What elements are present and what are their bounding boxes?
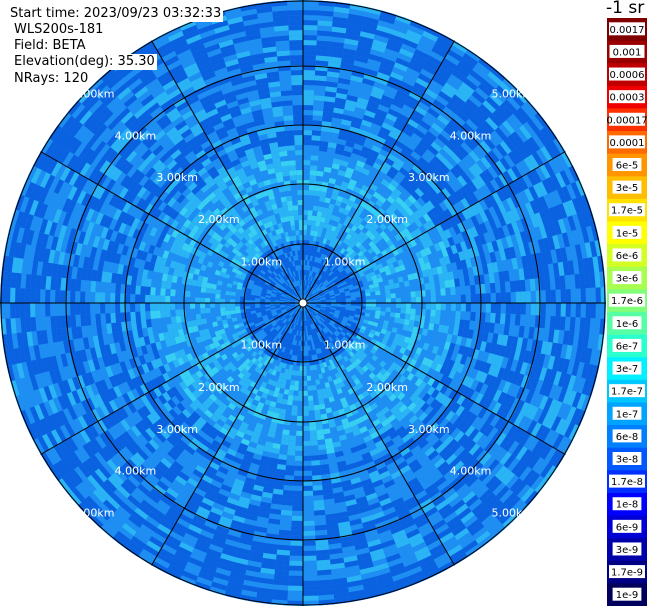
range-ring-label: 1.00km (324, 339, 366, 352)
range-ring-labels: 1.00km 1.00km 1.00km 1.00km 2.00km 2.00km 2.00… (73, 88, 533, 520)
colorbar-label-bg (609, 44, 645, 58)
colorbar-label-bg (609, 384, 645, 398)
colorbar-label-bg (612, 180, 642, 194)
colorbar: 0.0017 0.001 0.0006 0.0003 0.00017 0.0001 6e-5… (607, 18, 647, 606)
colorbar-tick-label: 6e-8 (616, 432, 639, 443)
colorbar-label-bg (609, 67, 645, 81)
field-label: Field: BETA (12, 38, 88, 54)
colorbar-label-bg (609, 112, 645, 126)
colorbar-label-bg (612, 338, 642, 352)
range-ring-label: 2.00km (366, 213, 408, 226)
range-ring-label: 4.00km (115, 129, 157, 142)
range-ring-label: 5.00km (491, 506, 533, 519)
range-ring-label: 4.00km (450, 465, 492, 478)
azimuth-spoke (302, 302, 566, 455)
range-ring-label: 2.00km (198, 381, 240, 394)
range-ring-label: 5.00km (73, 506, 115, 519)
colorbar-tick-label: 1.7e-6 (611, 296, 643, 307)
colorbar-label-bg (609, 203, 645, 217)
start-time-label: Start time: 2023/09/23 03:32:33 (8, 6, 224, 22)
instrument-label: WLS200s-181 (12, 22, 106, 38)
azimuth-spoke (151, 40, 304, 304)
azimuth-spoke (40, 151, 304, 304)
colorbar-label-bg (609, 565, 645, 579)
ppi-scan-plot: 1.00km 1.00km 1.00km 1.00km 2.00km 2.00km 2.00… (0, 0, 606, 606)
colorbar-label-bg (612, 361, 642, 375)
colorbar-tick-label: 0.00017 (607, 115, 647, 126)
colorbar-tick-label: 1e-7 (616, 409, 639, 420)
colorbar-label-bg (612, 519, 642, 533)
colorbar-tick-label: 1e-8 (616, 500, 639, 511)
azimuth-spoke (40, 302, 304, 455)
colorbar-tick-label: 1.7e-8 (611, 477, 643, 488)
range-ring-label: 1.00km (324, 255, 366, 268)
colorbar-label-bg (612, 225, 642, 239)
colorbar-tick-label: 6e-7 (616, 341, 639, 352)
colorbar-label-bg (612, 406, 642, 420)
nrays-label: NRays: 120 (12, 71, 91, 87)
range-ring-label: 4.00km (450, 129, 492, 142)
azimuth-spoke (151, 302, 304, 566)
range-ring-label: 3.00km (156, 423, 198, 436)
range-ring-label: 1.00km (240, 255, 282, 268)
colorbar-tick-label: 3e-5 (616, 183, 639, 194)
colorbar-tick-label: 1e-5 (616, 228, 639, 239)
colorbar-tick-label: 0.0006 (610, 70, 645, 81)
colorbar-tick-label: 0.001 (613, 47, 642, 58)
colorbar-label-bg (609, 135, 645, 149)
colorbar-tick-label: 0.0017 (610, 25, 645, 36)
azimuth-spoke (302, 40, 455, 304)
colorbar-tick-label: 1.7e-7 (611, 387, 643, 398)
colorbar-tick-label: 0.0001 (610, 138, 645, 149)
colorbar-label-bg (609, 474, 645, 488)
colorbar-label-bg (612, 497, 642, 511)
range-ring-label: 2.00km (198, 213, 240, 226)
colorbar-label-bg (612, 587, 642, 601)
colorbar-tick-label: 1e-9 (616, 590, 639, 601)
colorbar-label-bg (612, 248, 642, 262)
colorbar-tick-label: 6e-9 (616, 522, 639, 533)
colorbar-unit-label: -1 sr (606, 0, 645, 18)
polar-grid (0, 0, 606, 606)
colorbar-tick-label: 3e-9 (616, 545, 639, 556)
elevation-label: Elevation(deg): 35.30 (12, 54, 157, 70)
range-ring-label: 3.00km (408, 423, 450, 436)
range-ring-label: 2.00km (366, 381, 408, 394)
colorbar-label-bg (612, 429, 642, 443)
colorbar-tick-label: 6e-6 (616, 251, 639, 262)
azimuth-spoke (302, 302, 455, 566)
colorbar-tick-label: 1.7e-9 (611, 568, 643, 579)
colorbar-tick-label: 3e-8 (616, 455, 639, 466)
colorbar-label-bg (609, 22, 645, 36)
colorbar-tick-label: 3e-6 (616, 274, 639, 285)
colorbar-label-bg (612, 158, 642, 171)
azimuth-spoke (302, 151, 566, 304)
colorbar-tick-label: 1.7e-5 (611, 206, 643, 217)
range-ring-label: 5.00km (491, 88, 533, 101)
colorbar-tick-label: 1e-6 (616, 319, 639, 330)
range-ring-label: 3.00km (156, 171, 198, 184)
colorbar-label-bg (609, 293, 645, 307)
range-ring-label: 3.00km (408, 171, 450, 184)
colorbar-tick-label: 0.0003 (610, 93, 645, 104)
colorbar-label-bg (612, 316, 642, 330)
range-ring-label: 5.00km (73, 88, 115, 101)
radar-center-marker (298, 298, 308, 308)
colorbar-tick-label: 3e-7 (616, 364, 639, 375)
range-ring-label: 1.00km (240, 339, 282, 352)
colorbar-label-bg (612, 542, 642, 556)
range-ring-label: 4.00km (115, 465, 157, 478)
colorbar-tick-label: 6e-5 (616, 161, 639, 172)
colorbar-label-bg (612, 271, 642, 285)
colorbar-label-bg (609, 90, 645, 104)
colorbar-label-bg (612, 452, 642, 465)
